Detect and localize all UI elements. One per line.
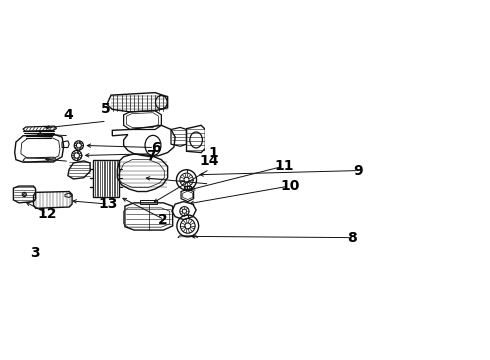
Text: 6: 6: [151, 140, 161, 154]
Text: 10: 10: [280, 179, 300, 193]
Text: 2: 2: [158, 213, 168, 226]
Text: 8: 8: [347, 231, 357, 245]
Text: 5: 5: [101, 102, 110, 116]
Text: 13: 13: [98, 197, 118, 211]
Text: 12: 12: [37, 207, 57, 221]
Text: 14: 14: [200, 154, 220, 168]
Text: 9: 9: [353, 163, 363, 177]
Text: 11: 11: [274, 159, 294, 174]
Text: 1: 1: [209, 145, 219, 159]
Text: 4: 4: [63, 108, 73, 122]
Text: 7: 7: [146, 149, 156, 163]
Text: 3: 3: [30, 246, 40, 260]
